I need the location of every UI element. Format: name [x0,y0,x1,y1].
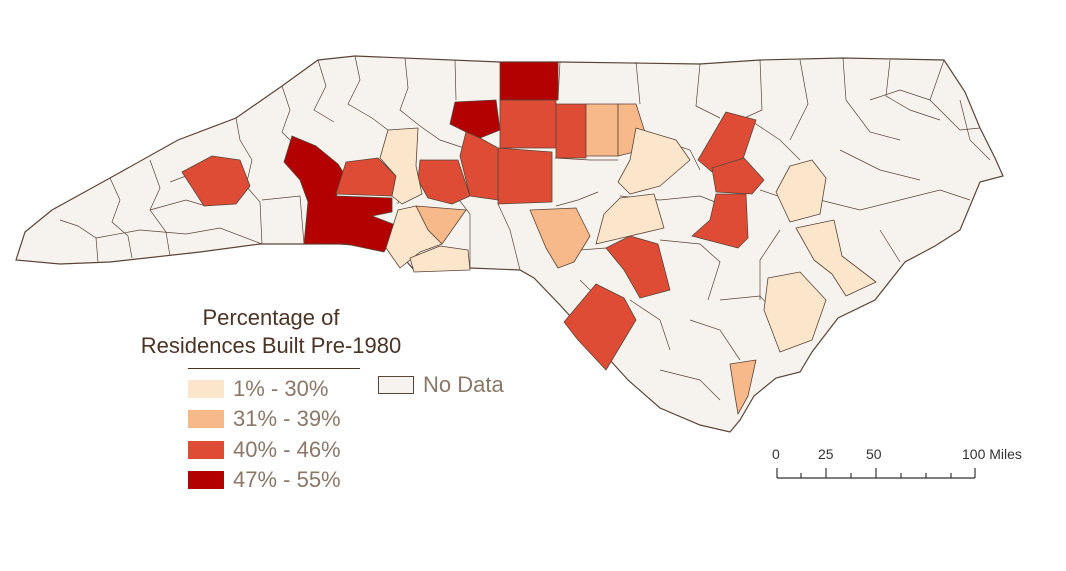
legend-item-47-55: 47% - 55% [188,467,341,493]
legend-divider [188,368,360,369]
legend-item-31-39: 31% - 39% [188,406,341,432]
county-40-46 [459,131,499,201]
county-40-46 [499,99,557,149]
scale-label-0: 0 [772,446,780,462]
county-1-30 [775,159,827,223]
state-outline [15,55,1004,433]
legend-title-line2: Residences Built Pre-1980 [140,333,402,358]
scale-label-50: 50 [866,446,882,462]
county-1-30 [595,193,665,245]
county-40-46 [555,103,587,159]
class-1-30 [379,127,877,353]
legend-swatch [188,380,224,398]
legend-label: 47% - 55% [233,467,341,492]
county-40-46 [181,155,251,207]
county-1-30 [795,219,877,297]
scale-bar-graphic [776,468,976,479]
legend-item-no-data: No Data [378,372,504,398]
legend-label: No Data [423,372,504,397]
county-1-30 [379,127,423,205]
scale-label-100: 100 Miles [962,446,1022,462]
class-40-46 [181,99,765,371]
legend-title-line1: Percentage of [202,305,340,330]
legend-title: Percentage of Residences Built Pre-1980 [118,304,424,360]
legend-item-1-30: 1% - 30% [188,376,328,402]
county-40-46 [497,147,553,205]
county-31-39 [585,103,619,157]
legend-item-40-46: 40% - 46% [188,437,341,463]
county-40-46 [563,283,637,371]
county-40-46 [711,157,765,195]
legend-swatch [188,410,224,428]
county-1-30 [763,271,827,353]
county-31-39 [729,359,757,415]
county-1-30 [385,205,443,269]
legend-swatch [188,441,224,459]
legend-label: 40% - 46% [233,437,341,462]
legend-label: 1% - 30% [233,376,329,401]
scale-bar: 0 25 50 100 Miles [766,446,1046,486]
legend-label: 31% - 39% [233,406,341,431]
legend-swatch [188,471,224,489]
scale-label-25: 25 [818,446,834,462]
county-40-46 [691,193,749,249]
county-1-30 [409,245,471,273]
class-47-55 [283,61,559,253]
legend-swatch [378,376,414,394]
county-31-39 [529,207,591,269]
county-1-30 [617,127,691,195]
county-47-55 [499,61,559,101]
